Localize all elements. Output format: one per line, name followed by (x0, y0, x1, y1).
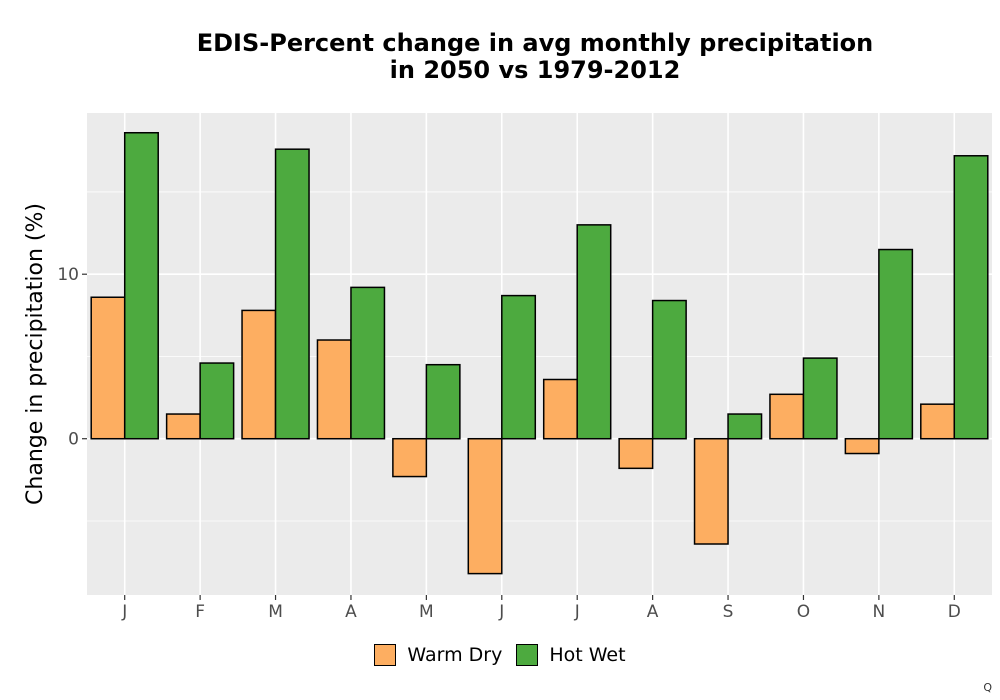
x-tick-label: A (647, 602, 659, 622)
x-tick-label: M (268, 602, 283, 622)
bar-warm-dry-7 (618, 437, 654, 470)
chart-title-line-1: EDIS-Percent change in avg monthly preci… (196, 29, 874, 57)
bar-warm-dry-10 (844, 437, 880, 455)
y-axis-label: Change in precipitation (%) (23, 203, 48, 505)
bar-warm-dry-9 (769, 393, 805, 440)
bar-warm-dry-11 (920, 403, 956, 440)
bars (90, 131, 989, 575)
x-tick-label: J (574, 602, 580, 622)
y-tick-label: 0 (68, 430, 79, 450)
bar-warm-dry-1 (165, 413, 201, 440)
bar-hot-wet-7 (651, 299, 687, 440)
bar-hot-wet-9 (802, 357, 838, 440)
legend-label-hot-wet: Hot Wet (549, 644, 626, 666)
bar-warm-dry-4 (392, 437, 428, 478)
bar-warm-dry-8 (693, 437, 729, 545)
bar-hot-wet-8 (727, 413, 763, 440)
x-tick-label: N (873, 602, 886, 622)
bar-warm-dry-2 (241, 309, 277, 440)
bar-hot-wet-11 (953, 155, 989, 440)
legend-swatch-hot-wet (516, 644, 539, 666)
axes: 0 10 J F M A M J J A S O N D (57, 265, 960, 622)
x-tick-label: A (345, 602, 357, 622)
bar-hot-wet-5 (501, 294, 537, 440)
bar-warm-dry-0 (90, 296, 126, 440)
bar-hot-wet-10 (878, 248, 914, 440)
bar-hot-wet-3 (350, 286, 386, 440)
bar-hot-wet-4 (425, 363, 461, 440)
bar-warm-dry-5 (467, 437, 503, 575)
x-tick-label: J (498, 602, 504, 622)
bar-hot-wet-6 (576, 224, 612, 440)
x-tick-label: F (195, 602, 205, 622)
legend-label-warm-dry: Warm Dry (407, 644, 503, 666)
bar-hot-wet-1 (199, 362, 235, 440)
chart-title: EDIS-Percent change in avg monthly preci… (85, 30, 985, 84)
legend-swatch-warm-dry (374, 644, 397, 666)
x-tick-label: M (419, 602, 434, 622)
bar-hot-wet-2 (274, 148, 310, 440)
x-tick-label: J (121, 602, 127, 622)
plot-panel (87, 113, 992, 595)
legend: Warm Dry Hot Wet (0, 640, 1000, 670)
x-tick-label: S (723, 602, 734, 622)
bar-warm-dry-6 (542, 378, 578, 440)
legend-item-hot-wet: Hot Wet (516, 644, 626, 666)
corner-mark: Q (983, 681, 992, 694)
legend-item-warm-dry: Warm Dry (374, 644, 502, 666)
x-tick-label: O (797, 602, 810, 622)
bar-warm-dry-3 (316, 339, 352, 440)
x-tick-label: D (948, 602, 961, 622)
bar-hot-wet-0 (123, 131, 159, 440)
y-tick-label: 10 (57, 265, 79, 285)
chart-title-line-2: in 2050 vs 1979-2012 (389, 56, 681, 84)
